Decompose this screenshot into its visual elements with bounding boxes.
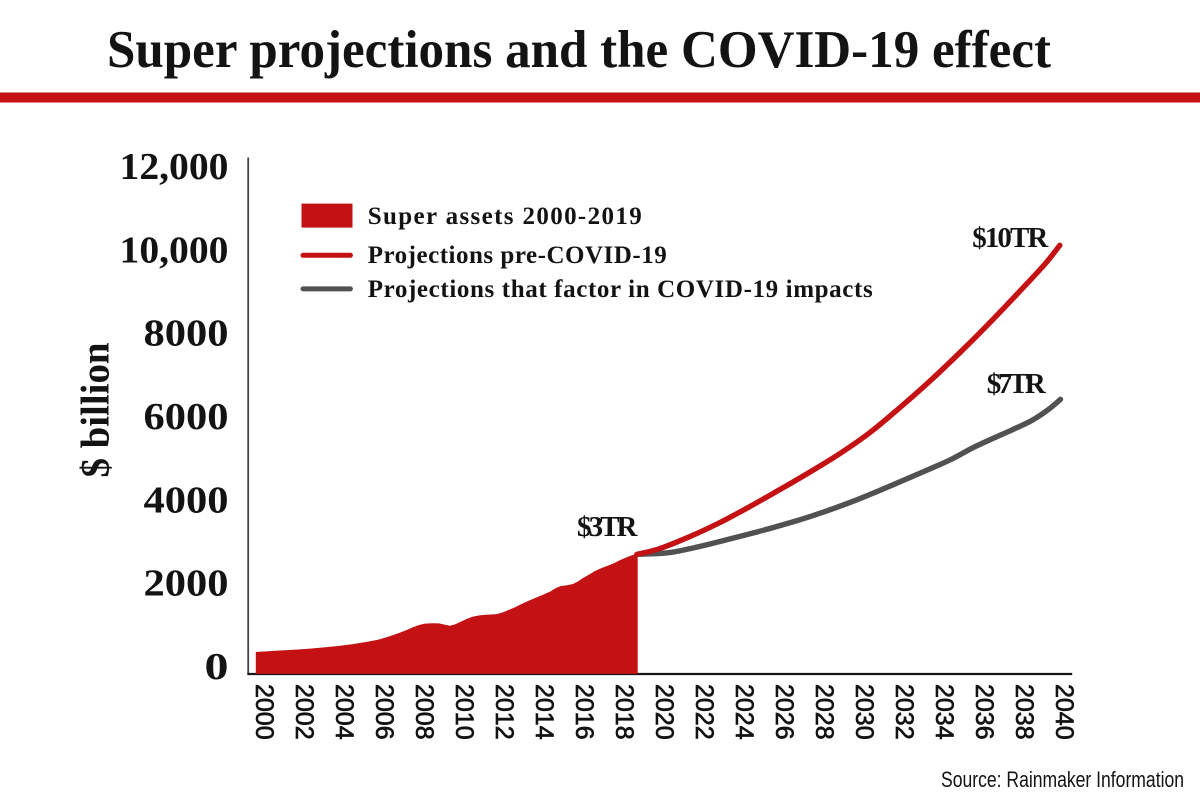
svg-text:2006: 2006 bbox=[370, 684, 398, 740]
svg-text:2002: 2002 bbox=[290, 684, 318, 740]
svg-text:2028: 2028 bbox=[810, 684, 838, 740]
svg-text:2020: 2020 bbox=[650, 684, 678, 740]
svg-text:4000: 4000 bbox=[144, 479, 229, 521]
svg-text:2018: 2018 bbox=[610, 684, 638, 740]
svg-text:2024: 2024 bbox=[730, 684, 758, 740]
svg-text:$3TR: $3TR bbox=[577, 511, 639, 543]
svg-text:Super assets 2000-2019: Super assets 2000-2019 bbox=[368, 203, 642, 230]
svg-text:8000: 8000 bbox=[144, 313, 229, 355]
svg-text:2014: 2014 bbox=[530, 684, 558, 740]
svg-text:$10TR: $10TR bbox=[972, 222, 1049, 254]
svg-text:$ billion: $ billion bbox=[73, 343, 118, 478]
svg-text:$7TR: $7TR bbox=[987, 368, 1047, 400]
svg-text:Projections pre-COVID-19: Projections pre-COVID-19 bbox=[368, 242, 667, 269]
svg-text:2000: 2000 bbox=[144, 563, 229, 605]
svg-text:2016: 2016 bbox=[570, 684, 598, 740]
svg-text:Projections that factor in COV: Projections that factor in COVID-19 impa… bbox=[368, 276, 873, 303]
svg-text:2034: 2034 bbox=[930, 684, 958, 740]
svg-text:2026: 2026 bbox=[770, 684, 798, 740]
svg-text:6000: 6000 bbox=[144, 396, 229, 438]
svg-text:2030: 2030 bbox=[850, 684, 878, 740]
svg-text:2008: 2008 bbox=[410, 684, 438, 740]
svg-text:2004: 2004 bbox=[330, 684, 358, 740]
svg-text:10,000: 10,000 bbox=[120, 229, 229, 271]
svg-text:2012: 2012 bbox=[490, 684, 518, 740]
svg-text:2038: 2038 bbox=[1010, 684, 1038, 740]
svg-text:2010: 2010 bbox=[450, 684, 478, 740]
svg-text:Source: Rainmaker Information: Source: Rainmaker Information bbox=[941, 767, 1184, 792]
svg-text:Super projections and the COVI: Super projections and the COVID-19 effec… bbox=[107, 21, 1051, 79]
svg-text:12,000: 12,000 bbox=[120, 146, 229, 188]
svg-text:0: 0 bbox=[205, 646, 229, 688]
svg-text:2036: 2036 bbox=[970, 684, 998, 740]
svg-text:2040: 2040 bbox=[1050, 684, 1078, 740]
svg-text:2000: 2000 bbox=[250, 684, 278, 740]
svg-text:2032: 2032 bbox=[890, 684, 918, 740]
svg-text:2022: 2022 bbox=[690, 684, 718, 740]
